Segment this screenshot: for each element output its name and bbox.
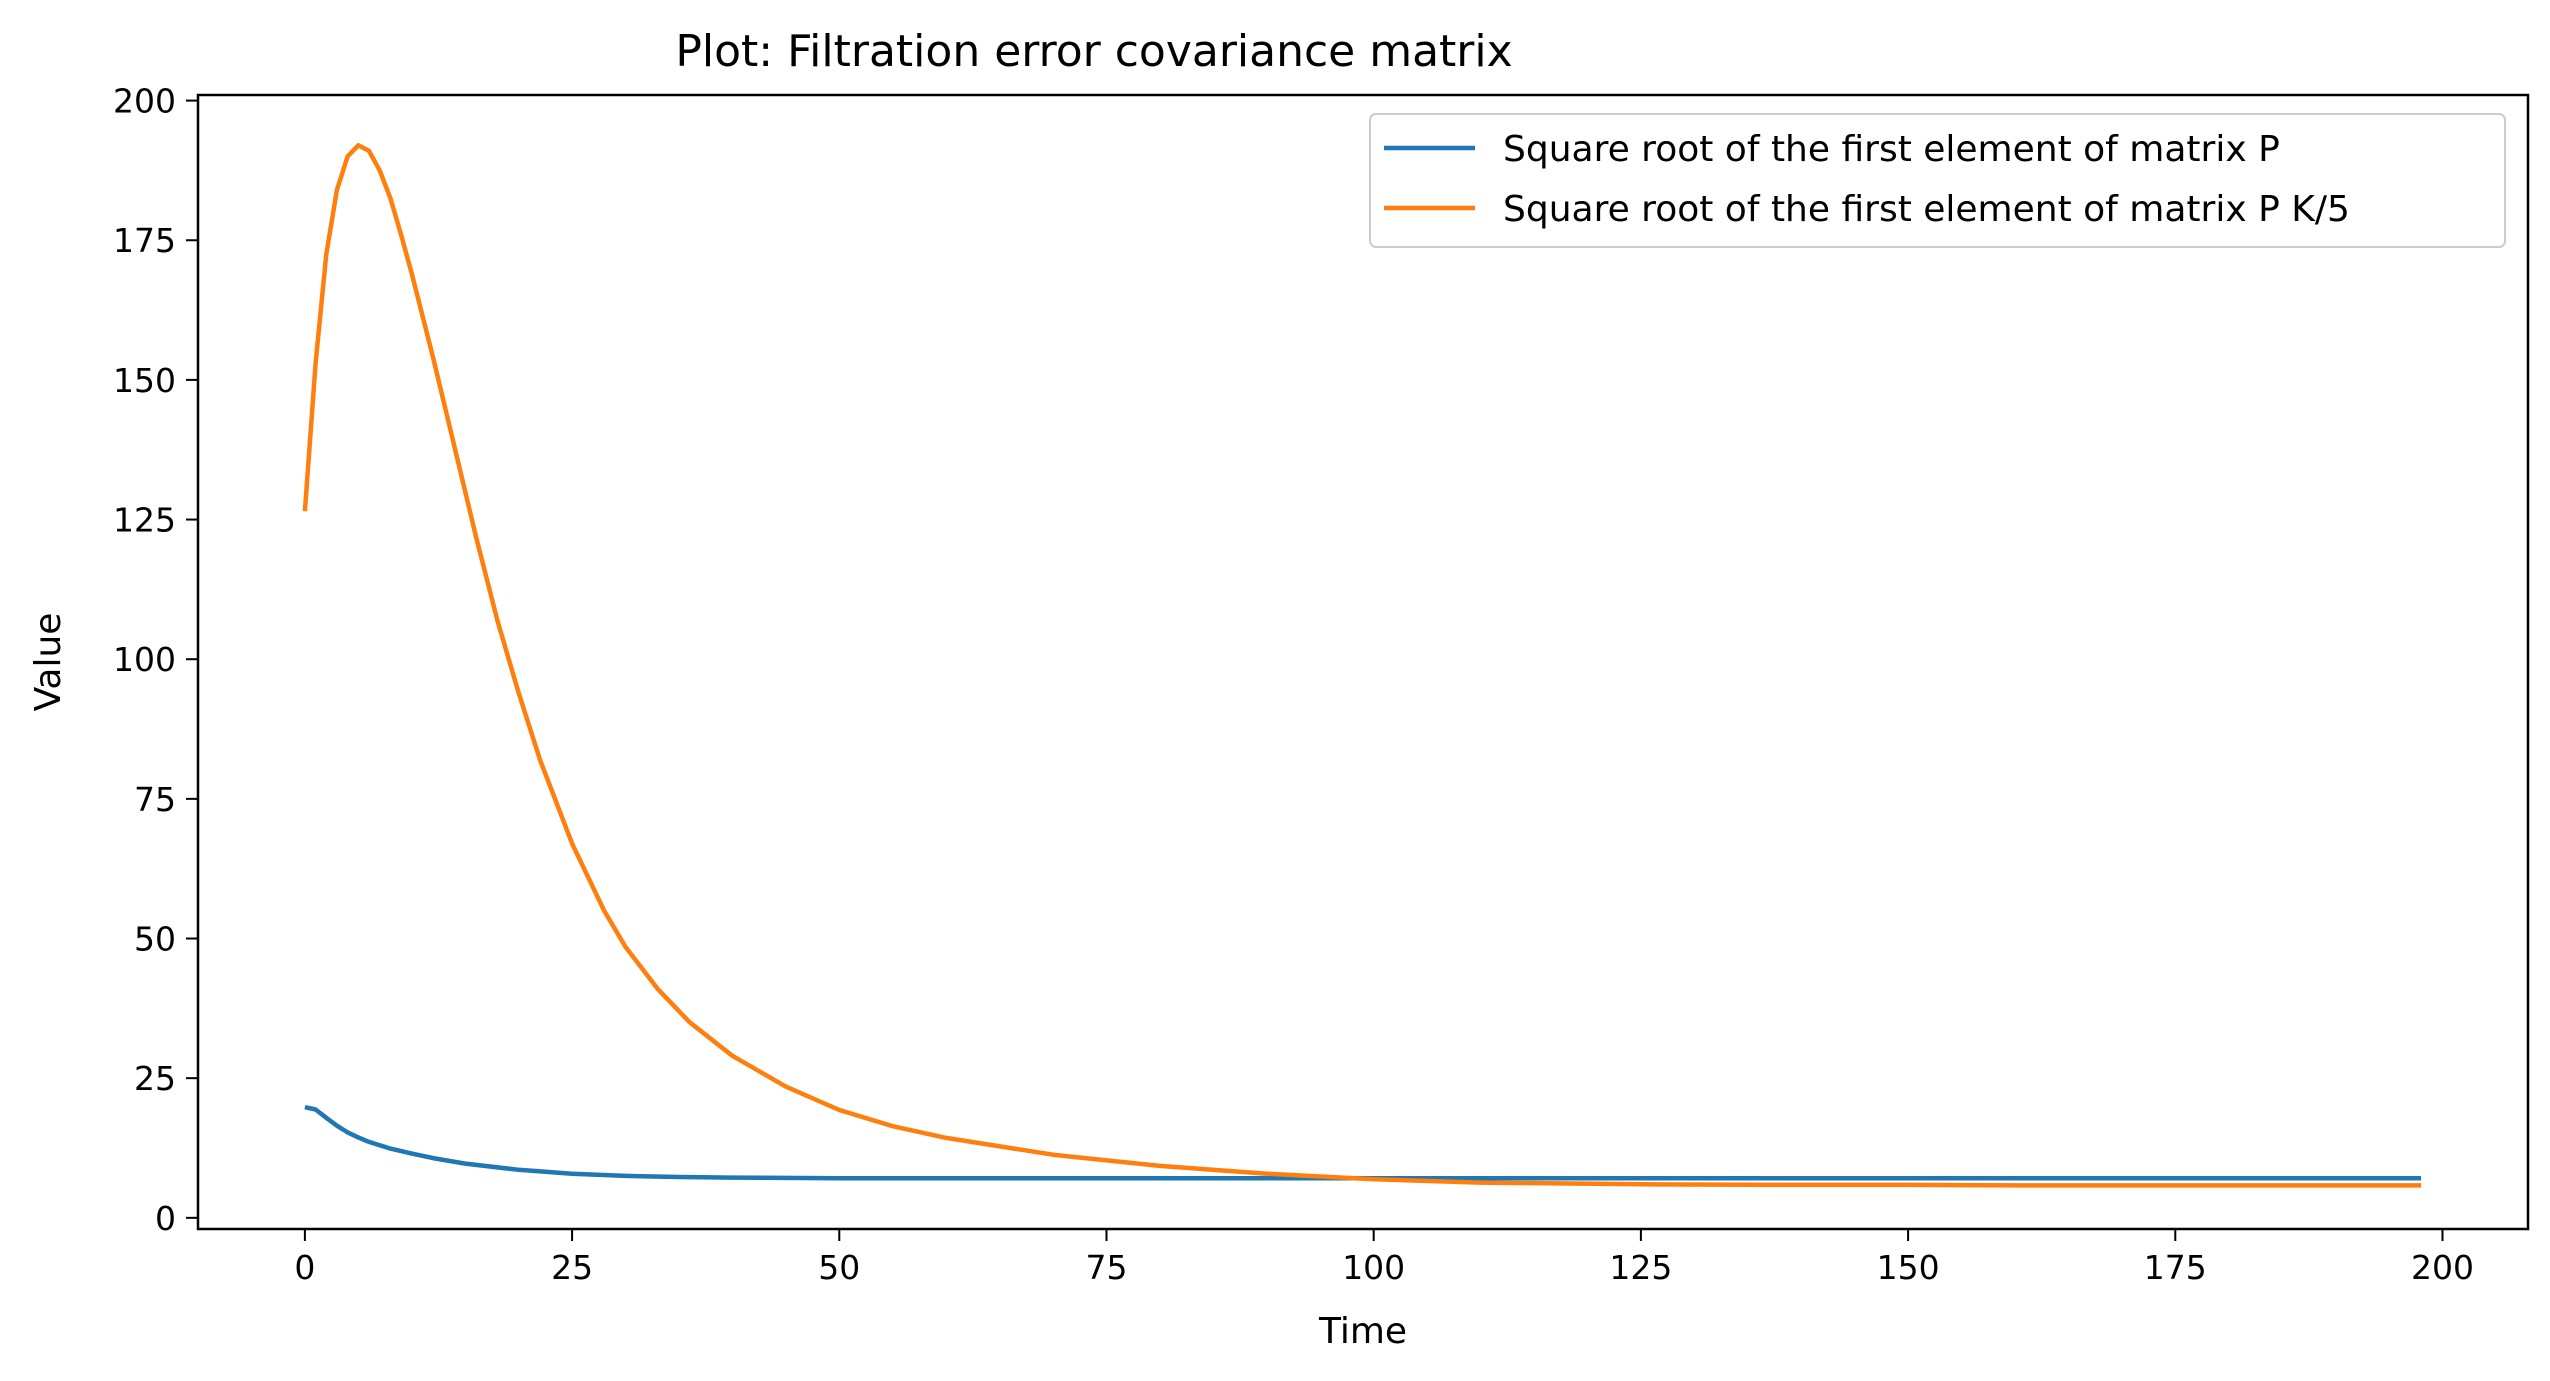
x-tick-label: 175 <box>2144 1248 2207 1287</box>
y-tick-label: 0 <box>155 1199 176 1238</box>
legend: Square root of the first element of matr… <box>1369 113 2506 248</box>
x-axis-label: Time <box>1318 1311 1407 1352</box>
y-tick-label: 100 <box>113 640 176 679</box>
chart-title: Plot: Filtration error covariance matrix <box>675 26 1512 77</box>
x-tick-label: 50 <box>818 1248 860 1287</box>
y-axis: 0 25 50 75 100 125 150 175 200 <box>113 82 198 1238</box>
x-tick-label: 200 <box>2411 1248 2474 1287</box>
axes-frame <box>196 93 2530 1231</box>
x-tick-label: 125 <box>1609 1248 1672 1287</box>
x-tick-label: 75 <box>1085 1248 1127 1287</box>
plot-area <box>302 143 2422 1188</box>
series-line-1 <box>304 1105 2422 1181</box>
series-line-2 <box>302 143 2422 1188</box>
x-tick-label: 25 <box>551 1248 593 1287</box>
x-tick-label: 0 <box>294 1248 315 1287</box>
x-tick-label: 150 <box>1877 1248 1940 1287</box>
x-tick-label: 100 <box>1342 1248 1405 1287</box>
y-tick-label: 75 <box>134 780 176 819</box>
y-tick-label: 150 <box>113 361 176 400</box>
y-tick-label: 200 <box>113 82 176 121</box>
y-axis-label: Value <box>28 613 69 712</box>
x-axis: 0 25 50 75 100 125 150 175 200 <box>294 1229 2474 1287</box>
legend-label-series-1: Square root of the first element of matr… <box>1503 129 2280 170</box>
y-tick-label: 175 <box>113 221 176 260</box>
y-tick-label: 50 <box>134 920 176 959</box>
legend-box <box>1369 113 2506 248</box>
y-tick-label: 25 <box>134 1059 176 1098</box>
legend-label-series-2: Square root of the first element of matr… <box>1503 189 2350 230</box>
y-tick-label: 125 <box>113 501 176 540</box>
